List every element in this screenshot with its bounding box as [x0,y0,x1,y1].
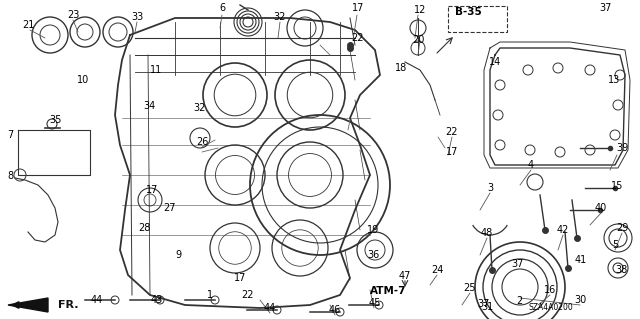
Text: 47: 47 [399,271,411,281]
Text: 40: 40 [595,203,607,213]
Text: 20: 20 [412,35,424,45]
Text: 21: 21 [22,20,34,30]
Text: 17: 17 [146,185,158,195]
Text: 43: 43 [151,295,163,305]
Text: B-35: B-35 [454,7,481,17]
Text: ATM-7: ATM-7 [370,286,406,296]
Text: 37: 37 [599,3,611,13]
Text: 32: 32 [194,103,206,113]
Text: 42: 42 [557,225,569,235]
Text: 30: 30 [574,295,586,305]
Text: 3: 3 [487,183,493,193]
Text: 34: 34 [143,101,155,111]
Text: 41: 41 [575,255,587,265]
Text: 22: 22 [445,127,458,137]
Text: 44: 44 [264,303,276,313]
Text: 17: 17 [446,147,458,157]
Text: 37: 37 [478,299,490,309]
Text: 9: 9 [175,250,181,260]
Text: 25: 25 [464,283,476,293]
Text: 13: 13 [608,75,620,85]
Text: 18: 18 [395,63,407,73]
Text: 17: 17 [352,3,364,13]
Text: 27: 27 [164,203,176,213]
Text: 2: 2 [516,296,522,306]
Text: 48: 48 [481,228,493,238]
Text: 15: 15 [611,181,623,191]
Text: 4: 4 [528,160,534,170]
Polygon shape [8,298,48,312]
Text: SZA4A0200: SZA4A0200 [529,303,573,313]
Text: 22: 22 [241,290,253,300]
Text: 35: 35 [49,115,61,125]
Text: 33: 33 [131,12,143,22]
Text: 14: 14 [489,57,501,67]
Text: 38: 38 [615,265,627,275]
Text: 1: 1 [207,290,213,300]
Text: 24: 24 [431,265,443,275]
Text: 17: 17 [234,273,246,283]
Text: 28: 28 [138,223,150,233]
Text: 46: 46 [329,305,341,315]
Text: 12: 12 [414,5,426,15]
Text: 36: 36 [367,250,379,260]
Text: 45: 45 [369,298,381,308]
Text: 23: 23 [67,10,79,20]
Text: 5: 5 [612,240,618,250]
Text: 32: 32 [274,12,286,22]
Text: 44: 44 [91,295,103,305]
Text: 29: 29 [616,223,628,233]
Text: 26: 26 [196,137,208,147]
Text: 19: 19 [367,225,379,235]
Text: 8: 8 [7,171,13,181]
Text: 6: 6 [219,3,225,13]
Text: 10: 10 [77,75,89,85]
Text: 7: 7 [7,130,13,140]
Text: 31: 31 [481,302,493,312]
Text: 22: 22 [351,33,364,43]
Text: FR.: FR. [58,300,79,310]
Text: 39: 39 [616,143,628,153]
Text: 11: 11 [150,65,162,75]
Text: 37: 37 [511,259,523,269]
Text: 16: 16 [544,285,556,295]
